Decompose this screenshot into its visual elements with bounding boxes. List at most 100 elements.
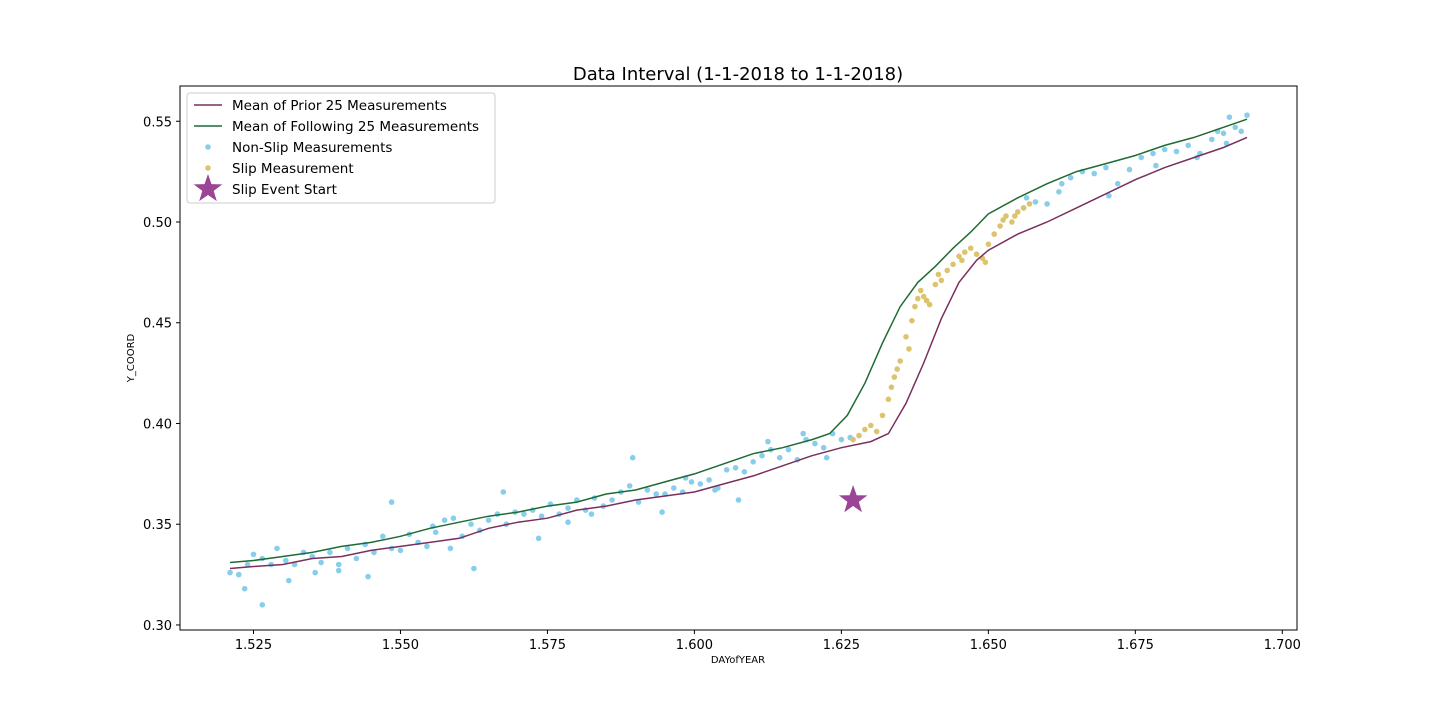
non-slip-point [1153, 162, 1159, 169]
non-slip-point [1226, 114, 1233, 120]
x-tick-label: 1.625 [823, 638, 860, 653]
slip-point [962, 249, 968, 255]
non-slip-point [521, 511, 527, 517]
non-slip-point [565, 505, 571, 511]
non-slip-point [1126, 166, 1133, 173]
legend-slip-label: Slip Measurement [232, 161, 354, 177]
slip-point [903, 334, 909, 340]
non-slip-point [335, 561, 342, 568]
non-slip-point [741, 469, 748, 475]
slip-point [1009, 219, 1015, 225]
x-tick-label: 1.700 [1264, 638, 1301, 653]
slip-point [944, 267, 950, 274]
y-tick-label: 0.45 [143, 317, 172, 332]
slip-point [1015, 209, 1021, 215]
non-slip-point [397, 547, 404, 554]
legend-slip-marker [205, 165, 211, 171]
slip-point [897, 358, 903, 364]
non-slip-point [1023, 195, 1030, 201]
non-slip-point [1244, 112, 1250, 118]
slip-point [991, 231, 997, 237]
slip-point [923, 297, 930, 304]
non-slip-point [388, 499, 395, 505]
non-slip-point [468, 521, 474, 527]
slip-point [915, 295, 921, 302]
non-slip-point [312, 569, 319, 576]
non-slip-point [1106, 193, 1112, 199]
non-slip-point [697, 481, 704, 487]
plot-frame [179, 85, 1298, 631]
non-slip-point [1044, 201, 1050, 207]
slip-point [932, 281, 939, 288]
slip-point [917, 287, 924, 294]
non-slip-point [424, 543, 430, 550]
y-tick-label: 0.30 [143, 619, 172, 634]
non-slip-point [812, 440, 818, 447]
slip-point [920, 293, 927, 300]
non-slip-point [732, 465, 739, 471]
x-tick-label: 1.550 [382, 638, 419, 653]
non-slip-point [441, 517, 448, 523]
non-slip-point [785, 446, 792, 453]
x-tick-label: 1.650 [970, 638, 1007, 653]
non-slip-point [800, 430, 806, 437]
non-slip-point [286, 577, 292, 584]
legend-star-icon [193, 174, 223, 202]
slip-point [879, 412, 886, 419]
non-slip-point [653, 491, 659, 497]
x-tick-label: 1.600 [676, 638, 713, 653]
y-tick-label: 0.50 [143, 216, 172, 231]
slip-point [862, 426, 868, 433]
non-slip-point [759, 452, 765, 459]
y-tick-label: 0.35 [143, 518, 172, 533]
non-slip-point [318, 559, 324, 566]
slip-point [885, 396, 892, 403]
slip-point [868, 422, 874, 429]
plot-area [227, 112, 1250, 608]
chart-title: Data Interval (1-1-2018 to 1-1-2018) [573, 64, 903, 85]
non-slip-point [712, 487, 718, 493]
non-slip-point [1114, 180, 1121, 187]
non-slip-point [538, 513, 545, 519]
non-slip-point [471, 565, 477, 572]
non-slip-point [750, 459, 756, 465]
x-tick-label: 1.675 [1117, 638, 1154, 653]
legend-slip-event-label: Slip Event Start [232, 182, 337, 198]
slip-point [894, 366, 900, 372]
following-mean-line [229, 118, 1248, 564]
non-slip-point [236, 571, 242, 578]
slip-point [926, 301, 933, 308]
non-slip-point [609, 497, 615, 503]
non-slip-point [344, 545, 351, 552]
slip-point [950, 261, 956, 268]
non-slip-point [1161, 146, 1168, 153]
non-slip-point [365, 573, 371, 580]
non-slip-point [535, 535, 542, 542]
y-axis-label: Y_COORD [126, 333, 137, 383]
non-slip-point [1173, 148, 1180, 155]
non-slip-point [838, 436, 845, 443]
slip-point [912, 303, 918, 310]
non-slip-point [380, 533, 386, 540]
slip-point [973, 251, 980, 257]
x-axis-label: DAYofYEAR [711, 655, 765, 666]
slip-point [985, 241, 992, 247]
non-slip-point [629, 454, 636, 461]
non-slip-point [565, 519, 571, 525]
slip-event-start-marker [838, 485, 868, 513]
non-slip-point [1232, 124, 1239, 131]
non-slip-point [1138, 154, 1144, 161]
non-slip-point [283, 557, 289, 564]
slip-point [982, 259, 989, 266]
non-slip-point [485, 517, 492, 523]
slip-point [909, 317, 915, 324]
prior-mean-line [229, 136, 1248, 570]
non-slip-point [1032, 199, 1039, 205]
legend-non-slip-marker [205, 144, 211, 150]
non-slip-point [1103, 164, 1109, 171]
non-slip-point [1059, 180, 1065, 187]
legend-prior-mean-label: Mean of Prior 25 Measurements [232, 98, 447, 114]
non-slip-point [735, 497, 742, 503]
non-slip-point [1185, 142, 1191, 149]
non-slip-point [432, 529, 439, 536]
